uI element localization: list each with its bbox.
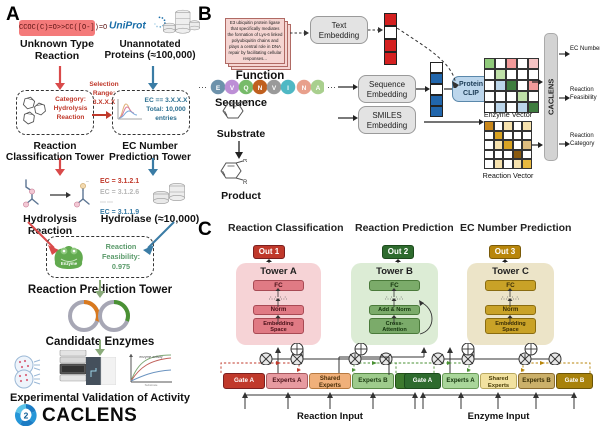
svg-text:–: – [86, 179, 89, 185]
svg-text:Q: Q [243, 85, 248, 92]
svg-text:N: N [302, 85, 307, 92]
svg-text:Substrate: Substrate [145, 383, 158, 387]
svg-text:N: N [258, 85, 263, 92]
svg-text:I: I [287, 85, 289, 92]
svg-text:2: 2 [24, 410, 29, 420]
svg-text:Enzyme: Enzyme [61, 261, 78, 266]
svg-text:UniProt: UniProt [109, 20, 146, 31]
svg-text:R: R [243, 180, 248, 186]
svg-text:A: A [316, 85, 321, 92]
svg-text:E: E [216, 85, 221, 92]
svg-text:R: R [245, 100, 250, 104]
svg-text:enzyme activity: enzyme activity [139, 355, 162, 359]
svg-text:R: R [243, 159, 248, 164]
svg-text:V: V [230, 85, 235, 92]
svg-text:V: V [272, 85, 277, 92]
